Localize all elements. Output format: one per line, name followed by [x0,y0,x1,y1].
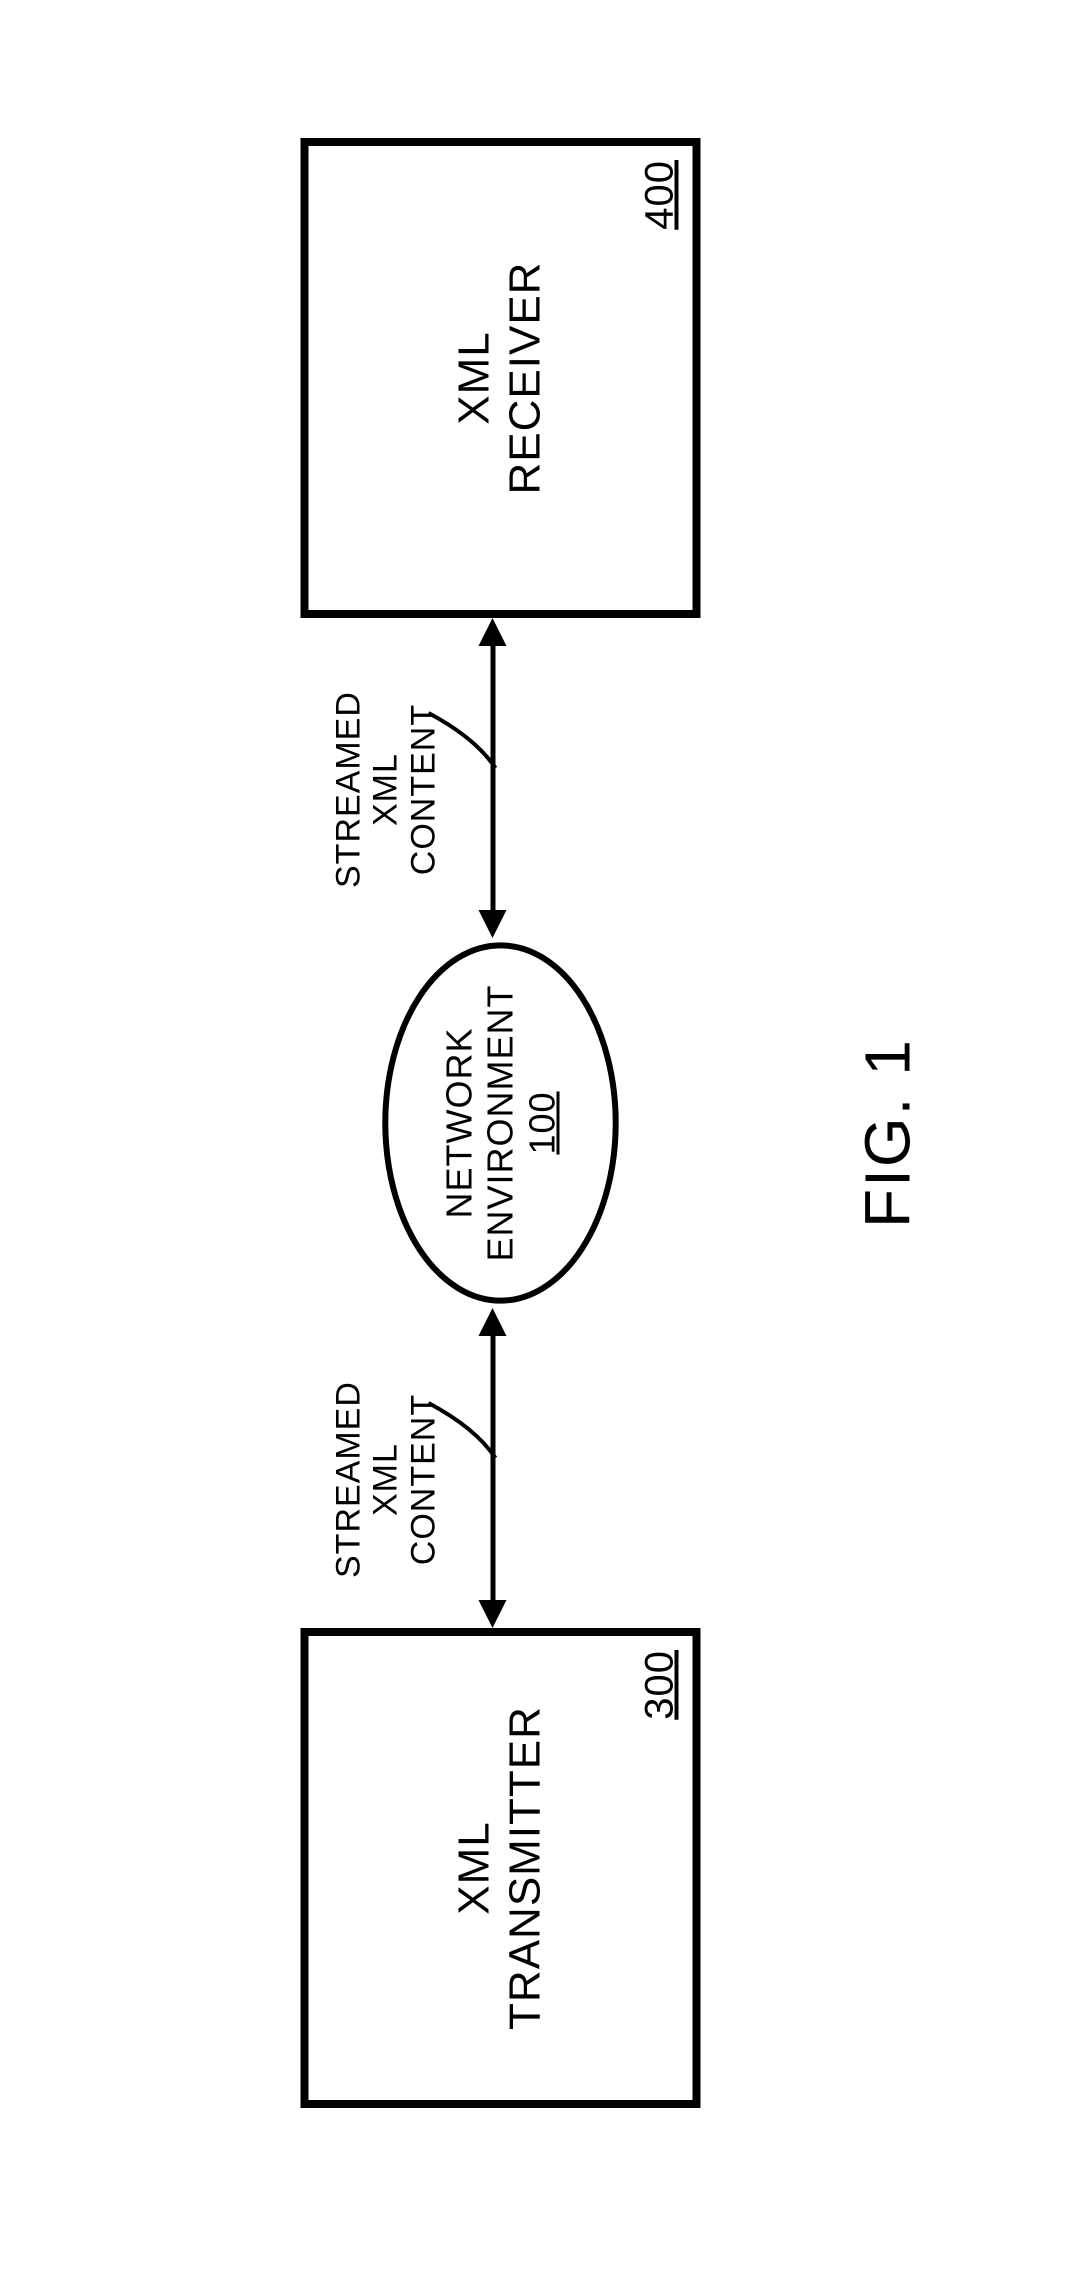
arrowhead-right-icon [478,1308,506,1336]
node-label: XML RECEIVER [449,262,550,495]
arrowhead-left-icon [478,910,506,938]
arrowhead-left-icon [478,1600,506,1628]
node-network-environment: NETWORK ENVIRONMENT 100 [380,938,620,1308]
ref-number: 100 [521,1091,562,1154]
node-label: NETWORK ENVIRONMENT 100 [438,985,562,1262]
node-label: XML TRANSMITTER [449,1706,550,2030]
label-line: RECEIVER [500,262,549,495]
label-line: XML [449,331,498,424]
arrow-shaft [490,644,495,912]
label-line: STREAMED [329,1381,367,1578]
node-xml-transmitter: XML TRANSMITTER 300 [300,1628,700,2108]
callout-curve [418,1393,505,1468]
arrow-shaft [490,1334,495,1602]
ref-number: 300 [637,1650,682,1720]
label-line: ENVIRONMENT [479,985,520,1262]
label-line: XML [366,753,404,826]
label-line: STREAMED [329,691,367,888]
node-xml-receiver: XML RECEIVER 400 [300,138,700,618]
label-line: TRANSMITTER [500,1706,549,2030]
callout-curve [418,703,505,778]
figure-caption: FIG. 1 [850,1038,924,1228]
label-line: NETWORK [438,1028,479,1219]
label-line: XML [366,1443,404,1516]
connector-network-to-receiver [492,618,507,938]
ref-number: 400 [637,160,682,230]
label-line: XML [449,1821,498,1914]
arrowhead-right-icon [478,618,506,646]
diagram-canvas: XML TRANSMITTER 300 NETWORK ENVIRONMENT … [0,0,1077,2278]
connector-transmitter-to-network [492,1308,507,1628]
